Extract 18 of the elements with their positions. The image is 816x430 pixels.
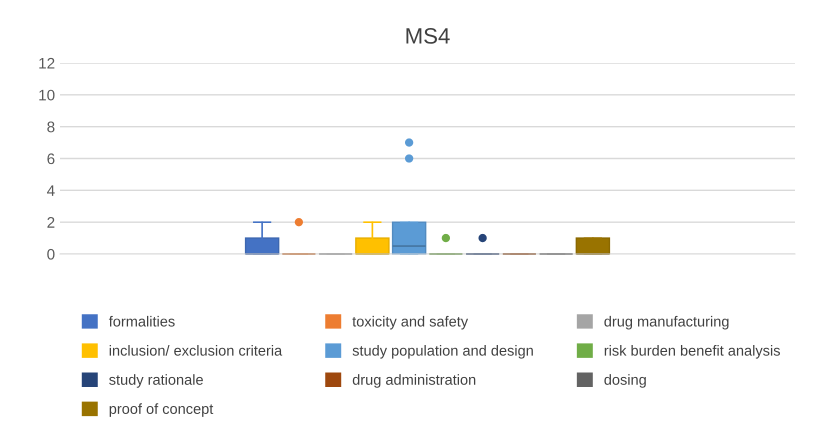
y-tick-label: 0 [47,248,55,260]
legend-label: formalities [108,316,175,327]
y-tick-label: 4 [46,185,55,196]
legend-label: proof of concept [110,403,214,417]
legend-label: study population and design [352,345,533,359]
y-tick-label: 6 [47,153,54,164]
legend-label: risk burden benefit analysis [604,345,780,359]
legend-label: dosing [604,374,646,388]
legend-label: drug manufacturing [604,316,728,330]
legend-label: toxicity and safety [352,316,468,330]
chart-title: MS4 [406,28,450,44]
legend-label: drug administration [352,374,476,388]
y-tick-label: 12 [39,58,54,69]
y-tick-label: 2 [47,217,54,228]
y-tick-label: 8 [47,122,54,132]
legend-label: inclusion/ exclusion criteria [110,345,282,356]
y-tick-label: 10 [39,90,55,101]
legend-label: study rationale [109,374,203,388]
